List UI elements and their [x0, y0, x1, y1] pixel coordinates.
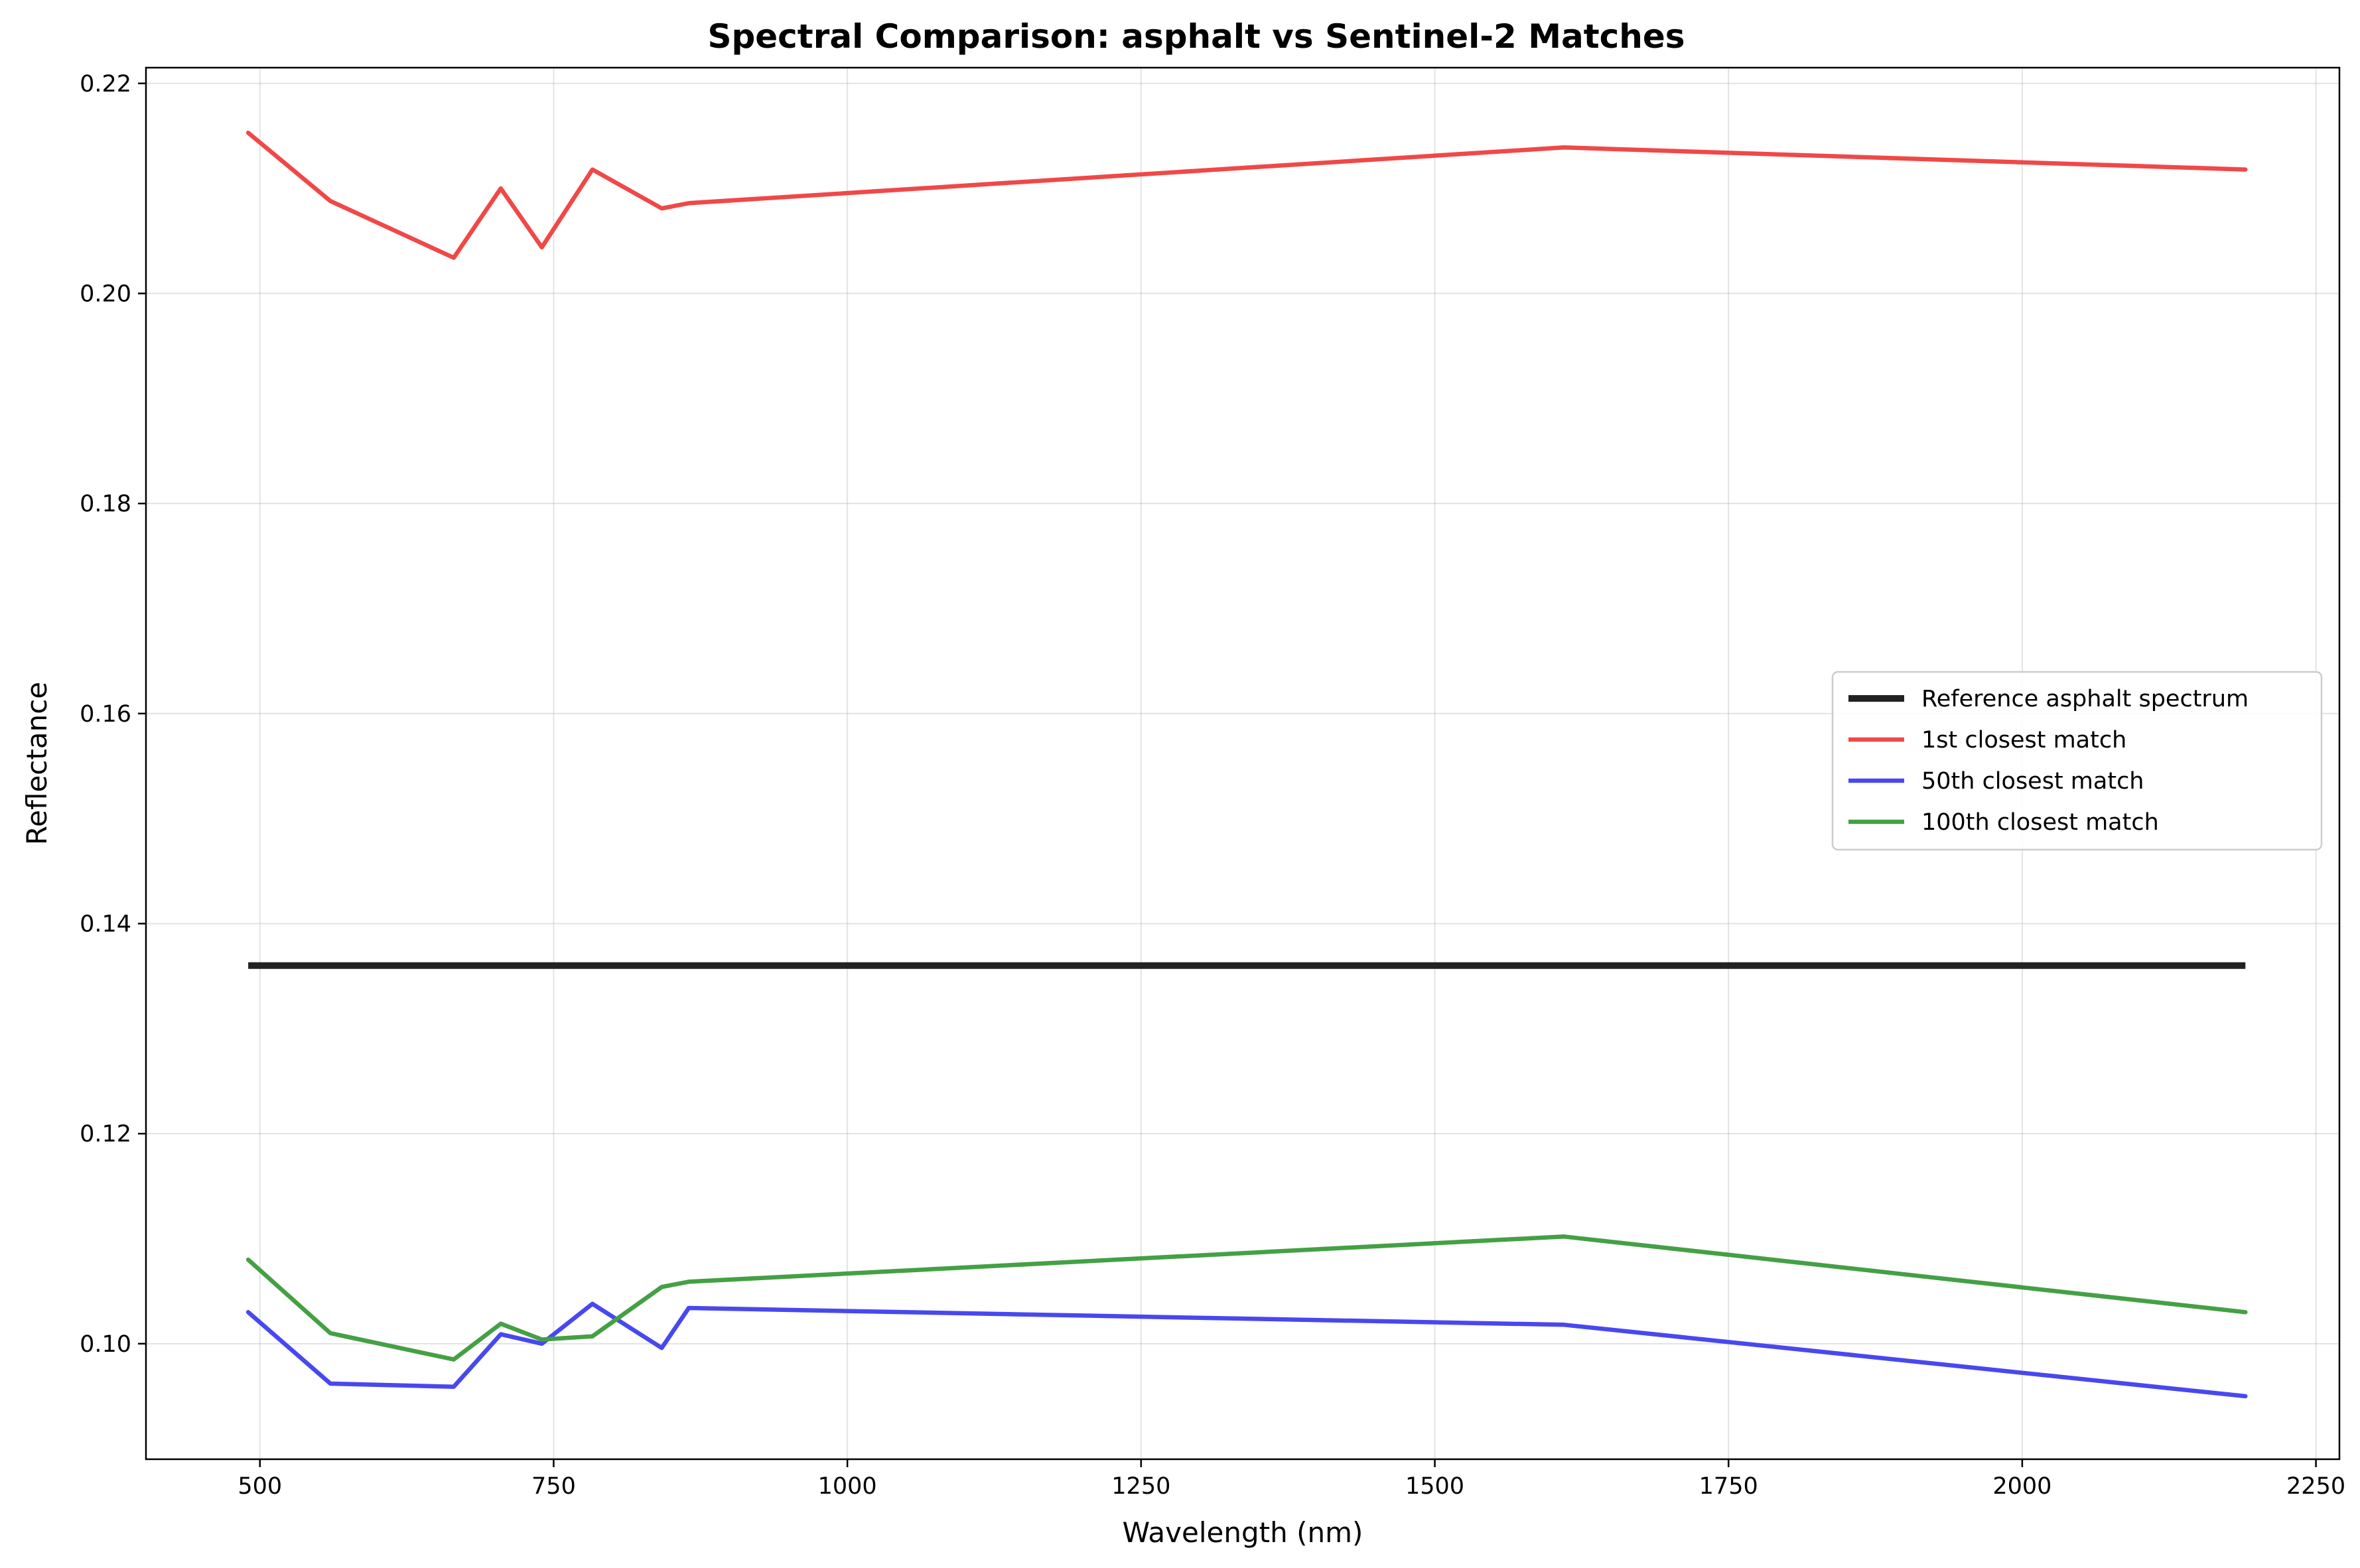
x-tick-label: 1500 — [1405, 1473, 1464, 1500]
x-axis-label: Wavelength (nm) — [1123, 1516, 1363, 1549]
legend: Reference asphalt spectrum 1st closest ma… — [1831, 671, 2323, 851]
x-tick-label: 1000 — [818, 1473, 877, 1500]
series-line-3 — [245, 1301, 2248, 1399]
plot-frame — [145, 66, 2341, 1461]
y-tick-label: 0.14 — [80, 911, 131, 937]
series-line-4 — [245, 1234, 2248, 1362]
x-tick-label: 750 — [531, 1473, 576, 1500]
chart-title: Spectral Comparison: asphalt vs Sentinel… — [707, 17, 1685, 56]
y-tick-label: 0.18 — [80, 491, 131, 517]
axis-ticks: 500 750 1000 1250 1500 1750 2000 2250 0.10 0.12 0.… — [80, 71, 2345, 1500]
x-tick-label: 2000 — [1992, 1473, 2051, 1500]
x-tick-label: 1750 — [1699, 1473, 1758, 1500]
legend-label: 50th closest match — [1921, 768, 2144, 795]
y-tick-label: 0.12 — [80, 1121, 131, 1147]
y-axis-label: Reflectance — [21, 682, 53, 845]
series-line-2 — [245, 130, 2248, 260]
y-tick-label: 0.20 — [80, 281, 131, 307]
grid — [146, 68, 2339, 1459]
legend-label: Reference asphalt spectrum — [1921, 686, 2249, 712]
y-tick-label: 0.22 — [80, 71, 131, 98]
legend-box — [1831, 671, 2323, 851]
legend-label: 100th closest match — [1921, 809, 2159, 836]
x-tick-label: 500 — [238, 1473, 282, 1500]
x-tick-label: 2250 — [2286, 1473, 2345, 1500]
y-tick-label: 0.16 — [80, 701, 131, 728]
series-lines — [245, 130, 2248, 1399]
x-tick-label: 1250 — [1111, 1473, 1170, 1500]
legend-label: 1st closest match — [1921, 727, 2126, 753]
y-tick-label: 0.10 — [80, 1331, 131, 1358]
